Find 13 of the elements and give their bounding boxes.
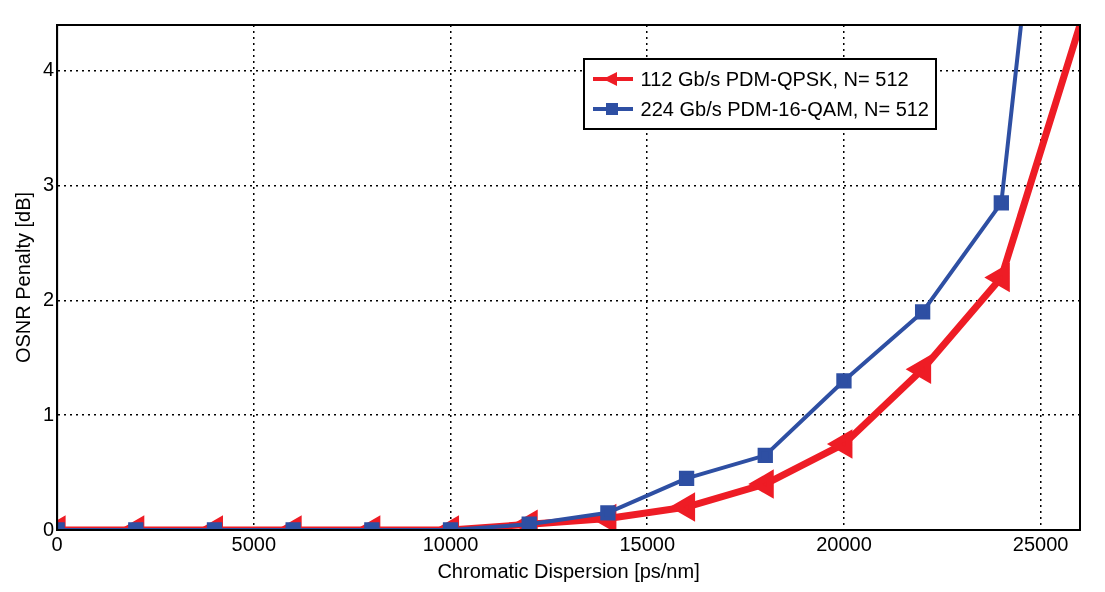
- x-axis-title: Chromatic Dispersion [ps/nm]: [437, 559, 700, 582]
- y-tick-label: 4: [43, 58, 55, 81]
- x-tick-label: 15000: [619, 532, 676, 555]
- y-tick-label: 3: [43, 173, 55, 196]
- y-tick-label: 2: [43, 287, 55, 310]
- legend-label: 224 Gb/s PDM-16-QAM, N= 512: [640, 97, 929, 122]
- y-tick-label: 1: [43, 402, 55, 425]
- x-tick-label: 20000: [816, 532, 872, 555]
- x-tick-label: 25000: [1012, 532, 1069, 555]
- y-axis-title: OSNR Penalty [dB]: [11, 191, 34, 364]
- legend-label: 112 Gb/s PDM-QPSK, N= 512: [640, 67, 909, 92]
- x-tick-label: 10000: [422, 532, 479, 555]
- x-tick-label: 5000: [231, 532, 277, 555]
